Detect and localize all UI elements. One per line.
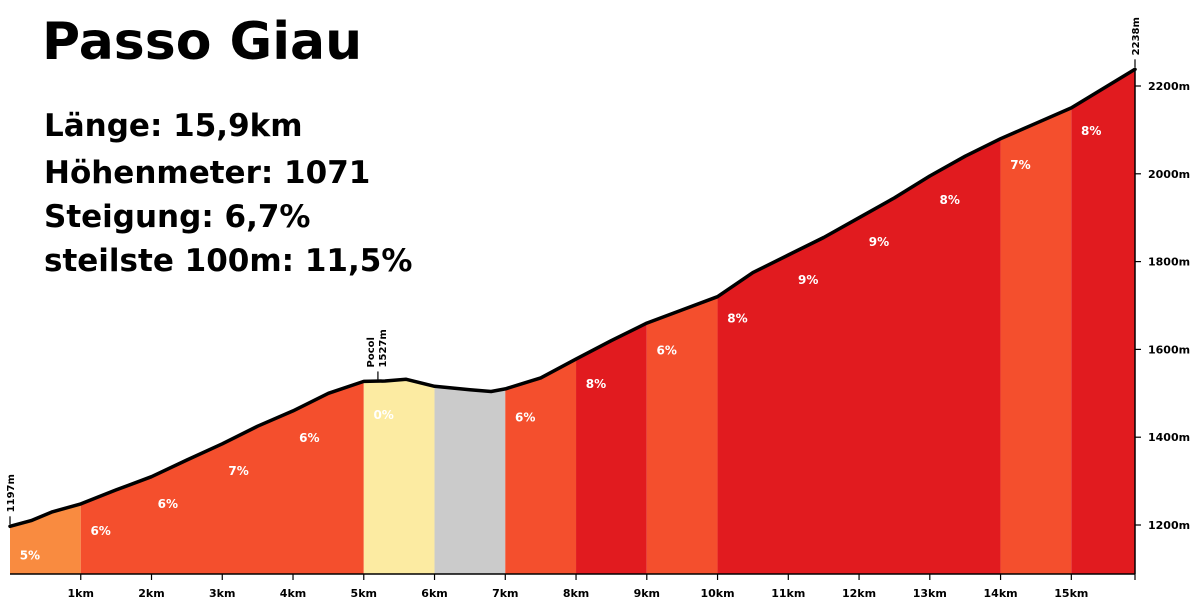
gradient-label: 6% (299, 431, 319, 445)
gradient-segment (363, 69, 435, 574)
gradient-segment (1000, 69, 1072, 574)
y-tick-label: 1800m (1148, 256, 1190, 269)
gradient-label: 6% (656, 343, 676, 357)
x-tick-label: 6km (421, 587, 447, 600)
x-tick-label: 15km (1054, 587, 1088, 600)
y-axis: 1200m 1400m 1600m 1800m 2000m 2200m (1134, 69, 1190, 574)
stat-average-gradient: Steigung: 6,7% (44, 199, 311, 235)
profile-line-layer (8, 67, 1137, 529)
chart-title: Passo Giau (42, 12, 363, 72)
annotation-altitude: 1197m (6, 474, 17, 512)
gradient-label: 5% (20, 549, 40, 563)
x-tick-label: 3km (209, 587, 235, 600)
x-axis: 1km 2km 3km 4km 5km 6km 7km 8km 9km 10km 11km 12km 1… (10, 573, 1136, 600)
y-tick-label: 2000m (1148, 168, 1190, 181)
gradient-label: 9% (869, 235, 889, 249)
gradient-segment (646, 69, 718, 574)
stat-steepest-100m: steilste 100m: 11,5% (44, 243, 413, 279)
x-tick-label: 12km (842, 587, 876, 600)
gradient-label: 8% (940, 193, 960, 207)
gradient-segment (717, 69, 1001, 574)
x-tick-label: 14km (984, 587, 1018, 600)
gradient-segment (505, 69, 577, 574)
gradient-label: 8% (586, 377, 606, 391)
x-tick-label: 7km (492, 587, 518, 600)
y-tick-label: 1400m (1148, 431, 1190, 444)
x-tick-label: 13km (913, 587, 947, 600)
x-tick-label: 2km (138, 587, 164, 600)
y-tick-label: 2200m (1148, 80, 1190, 93)
stat-elevation-gain: Höhenmeter: 1071 (44, 155, 371, 191)
x-tick-label: 4km (280, 587, 306, 600)
gradient-label: 8% (727, 312, 747, 326)
gradient-label: 6% (158, 497, 178, 511)
gradient-segment (576, 69, 647, 574)
gradient-label: 9% (798, 273, 818, 287)
gradient-label: 7% (228, 464, 248, 478)
gradient-segments (10, 69, 1135, 574)
x-tick-label: 10km (701, 587, 735, 600)
gradient-segment (434, 69, 506, 574)
annotation-altitude: 1527m (378, 329, 389, 367)
x-tick-label: 11km (771, 587, 805, 600)
x-tick-label: 1km (68, 587, 94, 600)
stat-length: Länge: 15,9km (44, 108, 303, 144)
annotation-altitude: 2238m (1131, 17, 1142, 55)
gradient-label: 7% (1010, 158, 1030, 172)
altitude-annotations: 1197m Pocol 1527m 2238m (6, 17, 1142, 525)
gradient-label: 0% (373, 408, 393, 422)
gradient-segment (1071, 69, 1135, 574)
gradient-label: 6% (90, 524, 110, 538)
gradient-label: 8% (1081, 124, 1101, 138)
gradient-label: 6% (515, 410, 535, 424)
x-tick-label: 9km (634, 587, 660, 600)
x-tick-label: 5km (351, 587, 377, 600)
annotation-name: Pocol (366, 337, 377, 367)
gradient-labels: 5% 6% 6% 7% 6% 0% 6% 8% 6% 8% 9% 9% 8% 7% 8% (20, 124, 1102, 562)
x-tick-label: 8km (563, 587, 589, 600)
gradient-segment (10, 69, 81, 574)
y-tick-label: 1200m (1148, 519, 1190, 532)
y-tick-label: 1600m (1148, 343, 1190, 356)
profile-line (8, 67, 1137, 529)
